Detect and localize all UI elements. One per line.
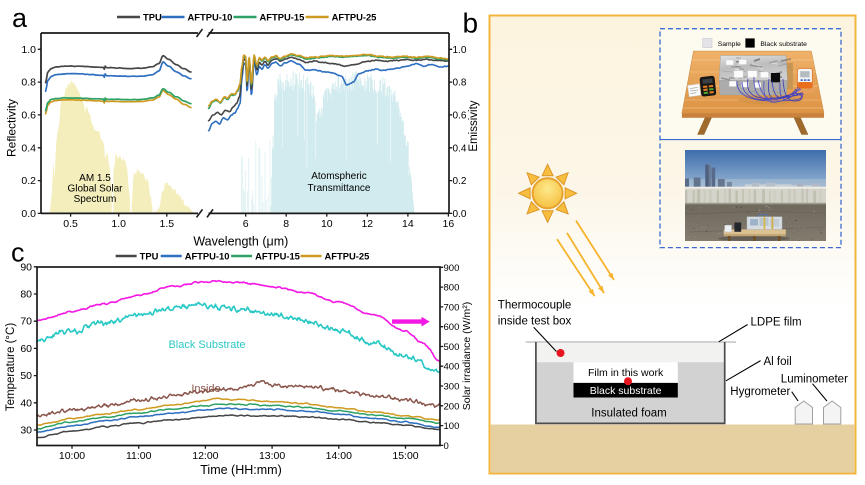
svg-text:100: 100 — [444, 421, 460, 432]
svg-text:600: 600 — [444, 322, 460, 333]
svg-text:Global Solar: Global Solar — [67, 184, 123, 195]
svg-text:0.2: 0.2 — [453, 176, 467, 187]
svg-text:50: 50 — [20, 370, 32, 382]
svg-text:c: c — [11, 238, 25, 268]
svg-text:Time (HH:mm): Time (HH:mm) — [200, 463, 281, 477]
svg-text:Transmittance: Transmittance — [308, 183, 371, 194]
svg-text:LDPE film: LDPE film — [751, 317, 802, 329]
svg-text:13:00: 13:00 — [259, 450, 285, 462]
svg-text:700: 700 — [444, 302, 460, 313]
svg-text:AFTPU-15: AFTPU-15 — [260, 12, 305, 23]
svg-text:Solar irradiance (W/m²): Solar irradiance (W/m²) — [461, 302, 473, 411]
svg-text:Film in this work: Film in this work — [588, 367, 664, 379]
svg-text:500: 500 — [444, 342, 460, 353]
svg-text:Temperature (°C): Temperature (°C) — [5, 323, 17, 411]
svg-text:AFTPU-25: AFTPU-25 — [332, 12, 377, 23]
svg-text:900: 900 — [444, 263, 460, 274]
svg-text:10: 10 — [321, 218, 333, 230]
svg-text:AFTPU-25: AFTPU-25 — [325, 251, 370, 262]
svg-text:90: 90 — [20, 261, 32, 273]
svg-text:11:00: 11:00 — [126, 450, 152, 462]
svg-text:Black Substrate: Black Substrate — [168, 339, 245, 351]
svg-text:70: 70 — [20, 316, 32, 328]
svg-text:12: 12 — [361, 218, 373, 230]
svg-text:80: 80 — [20, 289, 32, 301]
svg-text:Wavelength (μm): Wavelength (μm) — [193, 235, 288, 249]
svg-text:Black substrate: Black substrate — [760, 41, 807, 48]
svg-text:TPU: TPU — [140, 251, 159, 262]
svg-text:30: 30 — [20, 425, 32, 437]
svg-text:800: 800 — [444, 283, 460, 294]
svg-text:Al foil: Al foil — [764, 356, 792, 368]
svg-text:1.0: 1.0 — [453, 45, 467, 56]
svg-text:AM 1.5: AM 1.5 — [79, 173, 111, 184]
svg-text:300: 300 — [444, 382, 460, 393]
svg-text:14:00: 14:00 — [326, 450, 352, 462]
svg-text:1.5: 1.5 — [159, 218, 174, 230]
svg-text:15:00: 15:00 — [392, 450, 418, 462]
svg-text:0.4: 0.4 — [21, 142, 36, 154]
svg-text:6: 6 — [243, 218, 249, 230]
svg-text:TPU: TPU — [143, 12, 162, 23]
svg-text:0.2: 0.2 — [21, 175, 36, 187]
svg-text:AFTPU-10: AFTPU-10 — [185, 251, 230, 262]
svg-text:Emissivity: Emissivity — [468, 100, 480, 151]
svg-text:Sample: Sample — [718, 41, 741, 48]
svg-text:Insulated foam: Insulated foam — [591, 408, 666, 420]
svg-text:8: 8 — [283, 218, 289, 230]
svg-text:0.5: 0.5 — [63, 218, 78, 230]
svg-text:Spectrum: Spectrum — [74, 194, 117, 205]
svg-text:0.6: 0.6 — [453, 110, 467, 121]
svg-text:Reflectivity: Reflectivity — [5, 99, 19, 157]
svg-text:1.0: 1.0 — [111, 218, 126, 230]
svg-text:Hygrometer: Hygrometer — [730, 386, 790, 398]
svg-text:400: 400 — [444, 362, 460, 373]
svg-text:Thermocouple: Thermocouple — [498, 300, 572, 312]
svg-text:1.0: 1.0 — [21, 44, 36, 56]
svg-text:Atomspheric: Atomspheric — [311, 171, 367, 182]
svg-text:14: 14 — [402, 218, 414, 230]
svg-text:Black substrate: Black substrate — [590, 385, 662, 397]
svg-text:inside test box: inside test box — [498, 316, 572, 328]
svg-text:0: 0 — [444, 441, 449, 452]
svg-text:12:00: 12:00 — [192, 450, 218, 462]
svg-text:0.0: 0.0 — [453, 209, 467, 220]
svg-text:AFTPU-15: AFTPU-15 — [255, 251, 300, 262]
svg-text:a: a — [12, 3, 28, 33]
svg-text:0.4: 0.4 — [453, 143, 467, 154]
svg-text:16: 16 — [443, 218, 455, 230]
svg-text:b: b — [463, 8, 479, 39]
svg-text:Luminometer: Luminometer — [781, 374, 848, 386]
svg-text:200: 200 — [444, 401, 460, 412]
svg-text:0.6: 0.6 — [21, 109, 36, 121]
svg-text:0.8: 0.8 — [453, 78, 467, 89]
svg-text:60: 60 — [20, 343, 32, 355]
svg-text:0.0: 0.0 — [21, 208, 36, 220]
svg-text:40: 40 — [20, 397, 32, 409]
svg-text:0.8: 0.8 — [21, 77, 36, 89]
svg-text:10:00: 10:00 — [59, 450, 85, 462]
svg-text:AFTPU-10: AFTPU-10 — [188, 12, 233, 23]
